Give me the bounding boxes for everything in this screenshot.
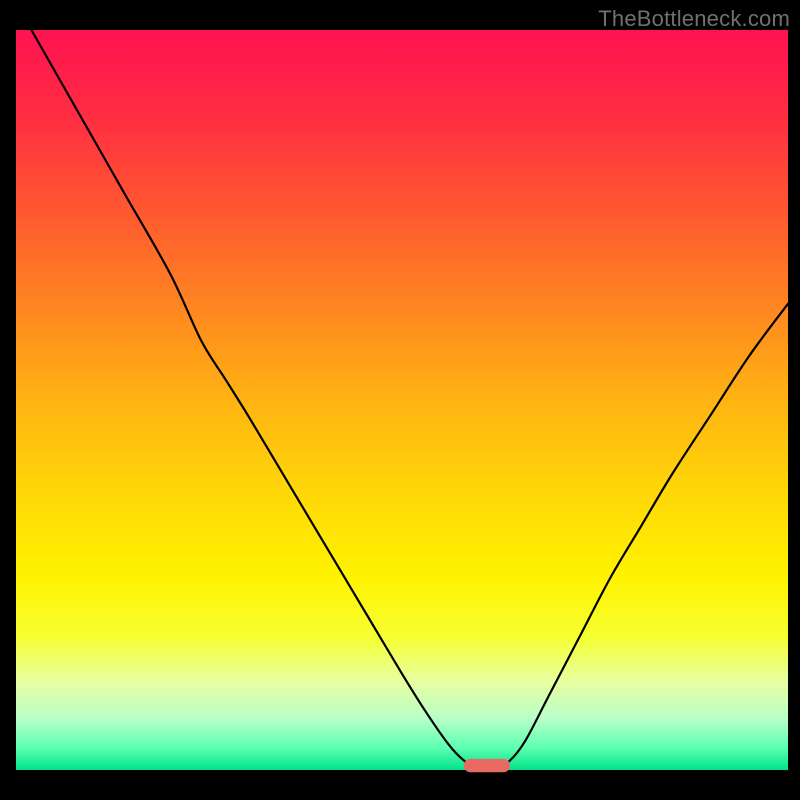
watermark-text: TheBottleneck.com bbox=[598, 6, 790, 32]
bottleneck-chart bbox=[0, 0, 800, 800]
chart-svg bbox=[0, 0, 800, 800]
